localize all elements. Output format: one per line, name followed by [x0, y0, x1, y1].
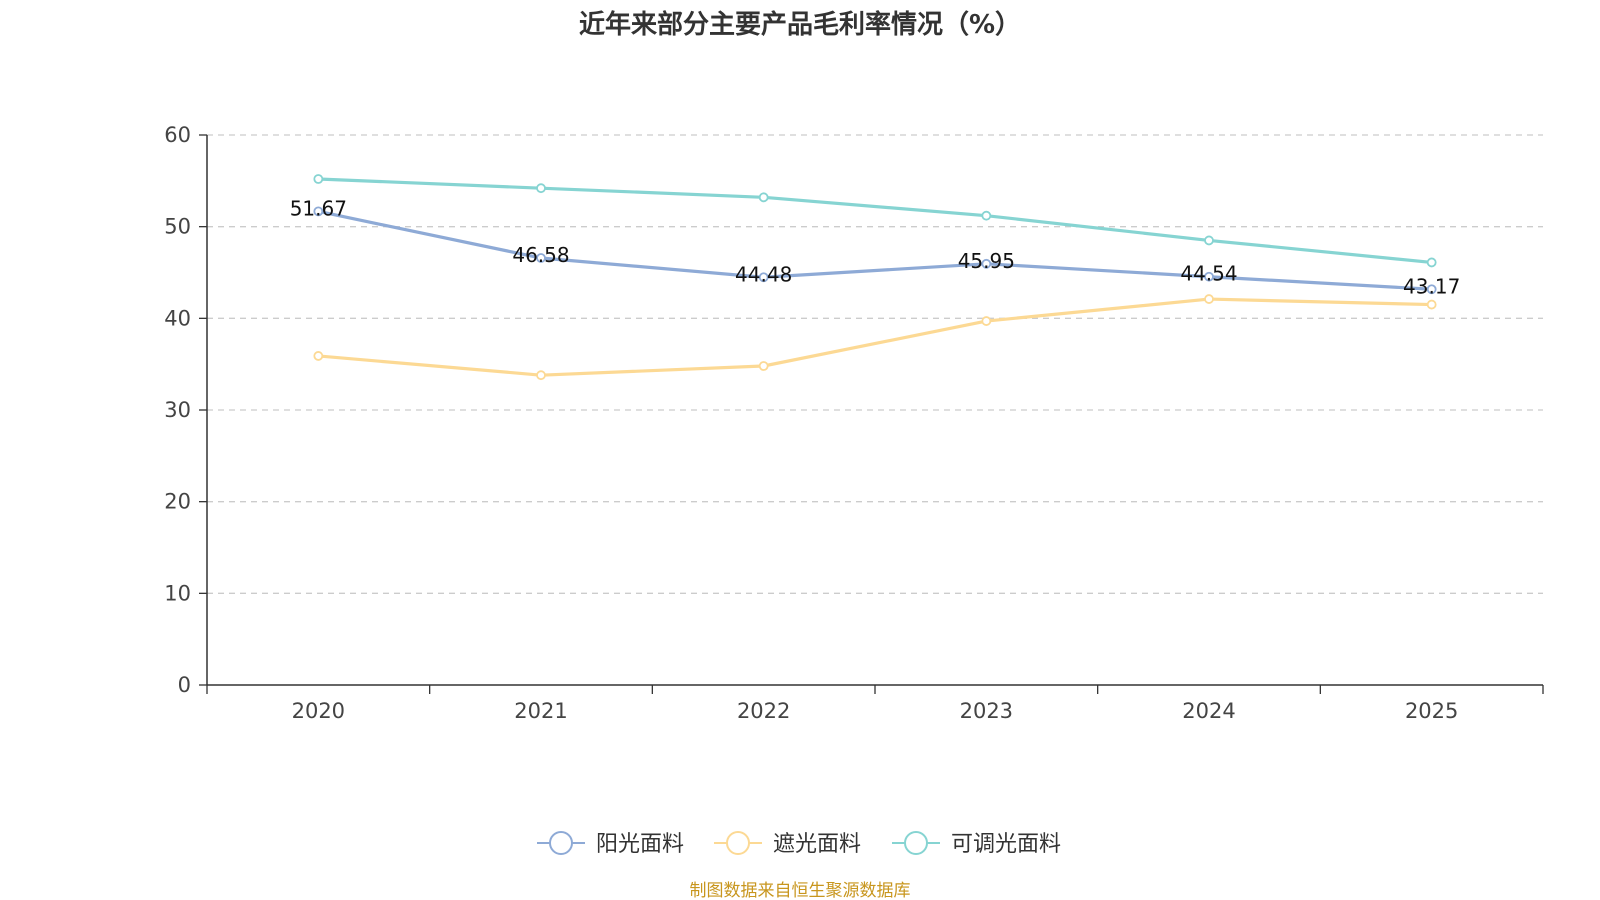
- data-labels: 51.67 46.58 44.48 45.95 44.54 43.17: [290, 196, 1461, 298]
- data-label: 44.48: [735, 262, 792, 286]
- data-point[interactable]: [981, 210, 992, 221]
- data-point[interactable]: [981, 316, 992, 326]
- data-label: 46.58: [512, 243, 569, 267]
- y-tick-label: 50: [164, 215, 191, 239]
- x-tick-label: 2025: [1405, 699, 1458, 723]
- x-tick-label: 2021: [514, 699, 567, 723]
- axes: 0 10 20 30 40 50 60 2020 2021 2022 2023 2024 2025: [164, 123, 1544, 723]
- data-point[interactable]: [981, 258, 992, 269]
- data-point[interactable]: [536, 370, 546, 381]
- data-point[interactable]: [758, 272, 769, 283]
- y-tick-label: 40: [164, 306, 191, 330]
- data-label: 43.17: [1403, 274, 1460, 298]
- legend-item[interactable]: 可调光面料: [892, 831, 1061, 857]
- legend-marker-icon: [904, 831, 928, 855]
- data-point[interactable]: [313, 174, 324, 184]
- data-point[interactable]: [536, 183, 546, 194]
- legend-label: 可调光面料: [951, 832, 1061, 857]
- series-line-2: [318, 177, 1432, 265]
- y-tick-label: 10: [164, 581, 191, 605]
- x-tick-label: 2022: [737, 699, 790, 723]
- legend-marker-icon: [726, 831, 750, 855]
- data-point[interactable]: [1204, 271, 1214, 282]
- data-label: 45.95: [958, 249, 1015, 273]
- data-point[interactable]: [1426, 284, 1437, 295]
- data-point[interactable]: [758, 361, 769, 371]
- data-point[interactable]: [1204, 235, 1214, 246]
- y-tick-label: 30: [164, 398, 191, 422]
- series-line-1: [318, 297, 1432, 377]
- legend-marker-icon: [549, 831, 573, 855]
- y-tick-label: 60: [164, 123, 191, 147]
- x-tick-label: 2020: [292, 699, 345, 723]
- data-point[interactable]: [313, 206, 324, 217]
- data-label: 44.54: [1180, 262, 1237, 286]
- x-tick-label: 2023: [960, 699, 1013, 723]
- series-layer: [313, 174, 1437, 381]
- x-tick-label: 2024: [1182, 699, 1235, 723]
- data-point[interactable]: [758, 192, 769, 203]
- legend-label: 遮光面料: [773, 832, 861, 857]
- data-point[interactable]: [1204, 294, 1214, 304]
- legend[interactable]: 阳光面料 遮光面料 可调光面料: [537, 831, 1061, 857]
- legend-item[interactable]: 遮光面料: [714, 831, 861, 857]
- grid-lines: [207, 134, 1543, 594]
- series-line-0: [318, 209, 1432, 291]
- chart-title: 近年来部分主要产品毛利率情况（%）: [579, 9, 1021, 40]
- data-point[interactable]: [313, 351, 324, 361]
- y-tick-label: 0: [178, 673, 191, 697]
- source-note: 制图数据来自恒生聚源数据库: [690, 881, 911, 900]
- y-tick-label: 20: [164, 490, 191, 514]
- data-point[interactable]: [536, 253, 546, 263]
- data-point[interactable]: [1426, 299, 1437, 310]
- data-point[interactable]: [1426, 257, 1437, 268]
- legend-label: 阳光面料: [596, 832, 684, 857]
- legend-item[interactable]: 阳光面料: [537, 831, 684, 857]
- data-label: 51.67: [290, 196, 347, 220]
